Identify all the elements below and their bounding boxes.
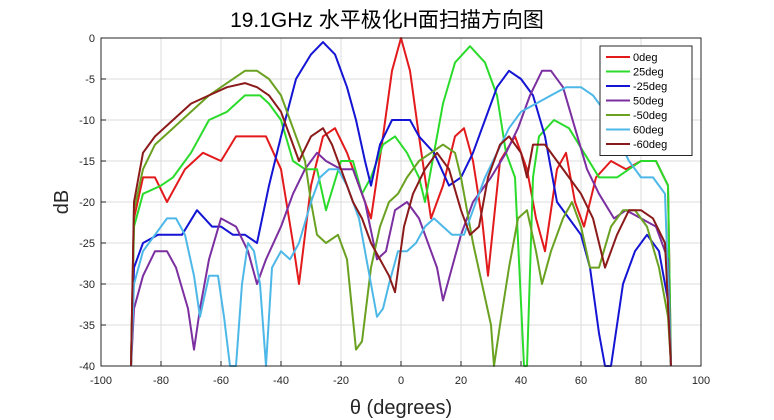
y-axis-label: dB <box>51 190 73 214</box>
legend-label: 60deg <box>633 125 664 137</box>
series-line-0deg <box>130 37 672 367</box>
x-tick-label: 0 <box>398 375 404 387</box>
x-tick-label: -100 <box>90 375 112 387</box>
x-axis-label: θ (degrees) <box>350 397 452 419</box>
x-tick-label: 60 <box>575 375 587 387</box>
y-tick-label: -20 <box>79 197 95 209</box>
series-line-50deg <box>130 69 672 367</box>
y-tick-label: -25 <box>79 238 95 250</box>
x-tick-label: -60 <box>213 375 229 387</box>
legend-label: 25deg <box>633 67 664 79</box>
legend: 0deg 25deg -25deg 50deg -50deg 60deg -60deg <box>599 45 693 156</box>
series-line--25deg <box>130 41 672 367</box>
legend-label: -25deg <box>633 81 667 93</box>
x-tick-label: 100 <box>692 375 710 387</box>
x-tick-label: -20 <box>333 375 349 387</box>
legend-label: -60deg <box>633 139 667 151</box>
x-tick-label: -80 <box>153 375 169 387</box>
y-tick-label: -15 <box>79 156 95 168</box>
y-tick-label: -30 <box>79 279 95 291</box>
tick-layer: -100 -80 -60 -40 -20 0 20 40 60 80 100 0 -5 -10 -15 -20… <box>79 33 710 387</box>
y-tick-label: -5 <box>85 74 95 86</box>
series-line--60deg <box>130 82 672 367</box>
x-tick-label: 40 <box>515 375 527 387</box>
series-line-60deg <box>130 86 672 367</box>
legend-label: -50deg <box>633 110 667 122</box>
x-tick-label: 20 <box>455 375 467 387</box>
series-line--50deg <box>130 69 672 367</box>
legend-label: 0deg <box>633 52 657 64</box>
x-tick-label: -40 <box>273 375 289 387</box>
series-line-25deg <box>130 45 672 367</box>
chart-title: 19.1GHz 水平极化H面扫描方向图 <box>230 9 544 32</box>
y-tick-label: -10 <box>79 115 95 127</box>
y-tick-label: -35 <box>79 320 95 332</box>
series-layer <box>130 37 672 367</box>
y-tick-label: -40 <box>79 361 95 373</box>
legend-label: 50deg <box>633 96 664 108</box>
y-tick-label: 0 <box>89 33 95 45</box>
x-tick-label: 80 <box>635 375 647 387</box>
